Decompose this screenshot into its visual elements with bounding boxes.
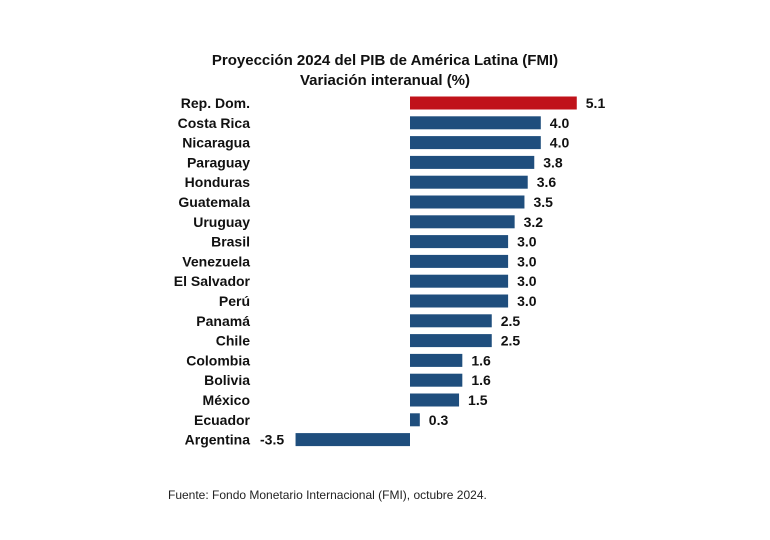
- bar: [410, 413, 420, 427]
- category-label: Honduras: [185, 174, 251, 190]
- value-label: 3.6: [537, 174, 557, 190]
- category-label: Panamá: [196, 313, 250, 329]
- chart-title: Proyección 2024 del PIB de América Latin…: [212, 52, 558, 69]
- bar: [410, 353, 463, 367]
- value-label: 3.0: [517, 293, 537, 309]
- bar: [410, 294, 509, 308]
- value-label: 1.5: [468, 392, 488, 408]
- category-label: Brasil: [211, 234, 250, 250]
- bar: [410, 393, 460, 407]
- bar: [410, 136, 541, 150]
- bar: [410, 116, 541, 130]
- bar: [410, 314, 492, 328]
- category-label: El Salvador: [174, 273, 251, 289]
- bar: [295, 433, 410, 447]
- value-label: 3.8: [543, 154, 563, 170]
- bar: [410, 235, 509, 249]
- bars-group: Rep. Dom. 5.1 Costa Rica 4.0 Nicaragua 4.0 Par…: [174, 95, 606, 448]
- value-label: 1.6: [471, 352, 491, 368]
- value-label: 5.1: [586, 95, 606, 111]
- bar: [410, 195, 525, 209]
- value-label: 2.5: [501, 313, 521, 329]
- category-label: Perú: [219, 293, 250, 309]
- value-label: 3.0: [517, 253, 537, 269]
- value-label: 3.0: [517, 234, 537, 250]
- bar: [410, 215, 515, 229]
- bar: [410, 274, 509, 288]
- value-label: -3.5: [260, 432, 284, 448]
- category-label: Paraguay: [187, 154, 250, 170]
- category-label: Venezuela: [182, 253, 250, 269]
- category-label: Argentina: [185, 432, 251, 448]
- bar: [410, 96, 577, 110]
- value-label: 3.5: [533, 194, 553, 210]
- value-label: 4.0: [550, 115, 570, 131]
- category-label: Rep. Dom.: [181, 95, 250, 111]
- bar: [410, 373, 463, 387]
- value-label: 0.3: [429, 412, 449, 428]
- category-label: Nicaragua: [182, 135, 250, 151]
- category-label: Costa Rica: [178, 115, 251, 131]
- category-label: Colombia: [186, 352, 250, 368]
- bar: [410, 155, 535, 169]
- category-label: Uruguay: [193, 214, 250, 230]
- value-label: 1.6: [471, 372, 491, 388]
- value-label: 2.5: [501, 333, 521, 349]
- value-label: 3.2: [524, 214, 544, 230]
- category-label: Ecuador: [194, 412, 251, 428]
- value-label: 3.0: [517, 273, 537, 289]
- bar: [410, 334, 492, 348]
- category-label: Chile: [216, 333, 250, 349]
- bar: [410, 175, 528, 189]
- category-label: Bolivia: [204, 372, 250, 388]
- category-label: Guatemala: [178, 194, 250, 210]
- category-label: México: [203, 392, 250, 408]
- chart-subtitle: Variación interanual (%): [300, 72, 470, 89]
- bar: [410, 254, 509, 268]
- value-label: 4.0: [550, 135, 570, 151]
- source-note: Fuente: Fondo Monetario Internacional (F…: [168, 488, 487, 502]
